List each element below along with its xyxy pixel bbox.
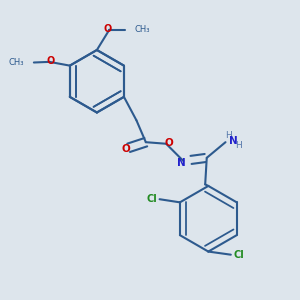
Text: CH₃: CH₃ (9, 58, 25, 67)
Text: Cl: Cl (146, 194, 157, 204)
Text: Cl: Cl (233, 250, 244, 260)
Text: O: O (121, 144, 130, 154)
Text: O: O (164, 138, 173, 148)
Text: N: N (177, 158, 186, 167)
Text: CH₃: CH₃ (134, 25, 150, 34)
Text: O: O (47, 56, 55, 66)
Text: O: O (104, 24, 112, 34)
Text: H: H (225, 131, 232, 140)
Text: N: N (229, 136, 238, 146)
Text: H: H (235, 141, 242, 150)
